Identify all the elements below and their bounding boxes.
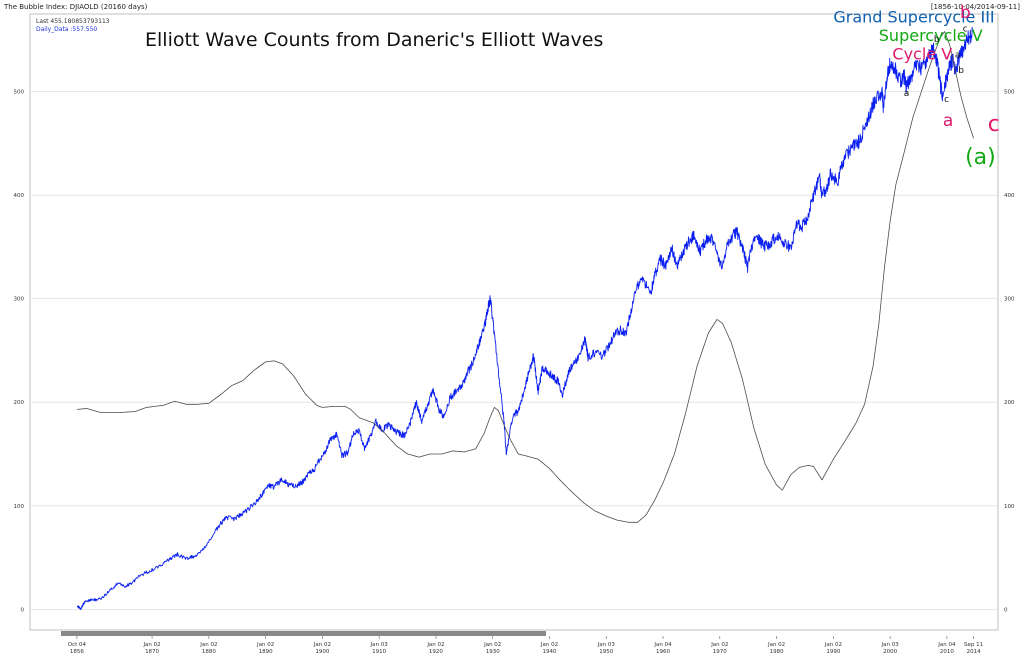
x-tick-label: Jan 04: [937, 642, 956, 648]
x-tick-label: 1920: [429, 649, 443, 655]
y-axis-left: 0 100 200 300 400 500: [14, 90, 25, 614]
x-tick-label: Jan 02: [199, 642, 217, 648]
y-tick-label: 400: [14, 193, 25, 199]
x-tick-label: Jan 02: [483, 642, 501, 648]
x-tick-label: 1930: [486, 649, 500, 655]
wave-label: (a): [965, 145, 996, 170]
y-tick-label: 0: [1004, 607, 1008, 613]
x-tick-label: Jan 02: [824, 642, 842, 648]
x-tick-label: Jan 02: [710, 642, 728, 648]
chart-title: Elliott Wave Counts from Daneric's Ellio…: [145, 29, 603, 51]
y-tick-label: 300: [14, 297, 25, 303]
x-tick-label: 1960: [656, 649, 670, 655]
series-lines: [76, 26, 975, 610]
grid-lines: [30, 91, 998, 610]
x-tick-label: Jan 03: [370, 642, 389, 648]
x-tick-label: 2000: [883, 649, 897, 655]
y-tick-label: 0: [21, 607, 25, 613]
wave-label: c: [988, 112, 1000, 137]
x-tick-label: 2010: [940, 649, 954, 655]
x-tick-label: 1870: [145, 649, 159, 655]
y-tick-label: 200: [14, 400, 25, 406]
x-tick-label: 2014: [967, 649, 981, 655]
plot-frame: [29, 13, 999, 631]
y-tick-label: 100: [14, 504, 25, 510]
x-tick-label: Jan 02: [540, 642, 558, 648]
x-tick-label: 1970: [713, 649, 727, 655]
y-tick-label: 500: [1004, 90, 1015, 96]
bubble-index-line: [77, 31, 974, 523]
time-range-bar: [61, 631, 546, 636]
x-tick-label: 1856: [70, 649, 84, 655]
wave-label: Supercycle V: [879, 26, 983, 45]
wave-label: b: [934, 35, 940, 45]
wave-label: c: [963, 25, 968, 35]
y-tick-label: 300: [1004, 297, 1015, 303]
x-tick-label: 1980: [770, 649, 784, 655]
y-tick-label: 400: [1004, 193, 1015, 199]
x-tick-label: Sep 11: [964, 642, 983, 648]
x-tick-label: 1890: [259, 649, 273, 655]
djiaold-price-line: [76, 26, 975, 610]
x-tick-label: 1990: [826, 649, 840, 655]
x-tick-label: Jan 02: [256, 642, 274, 648]
x-tick-label: 1940: [542, 649, 556, 655]
wave-label: Cycle V: [892, 45, 952, 64]
x-tick-label: 1950: [599, 649, 613, 655]
x-tick-label: Jan 02: [426, 642, 444, 648]
x-tick-label: 1880: [202, 649, 216, 655]
wave-label: Grand Supercycle III: [833, 7, 994, 26]
y-tick-label: 200: [1004, 400, 1015, 406]
wave-label: a: [904, 89, 910, 99]
y-axis-right: 0 100 200 300 400 500: [1004, 90, 1015, 614]
legend-daily-value: Daily_Data :557.550: [36, 26, 97, 33]
wave-label: b: [958, 66, 964, 76]
x-tick-label: Jan 02: [767, 642, 785, 648]
y-tick-label: 100: [1004, 504, 1015, 510]
wave-label: b: [960, 3, 971, 23]
x-tick-label: Jan 04: [653, 642, 672, 648]
wave-label: c: [944, 95, 949, 105]
chart-header-range: [1856-10-04/2014-09-11]: [931, 3, 1020, 11]
x-tick-label: Jan 02: [142, 642, 160, 648]
x-tick-label: Jan 02: [313, 642, 331, 648]
x-tick-label: 1900: [315, 649, 329, 655]
wave-label: a: [955, 50, 961, 60]
x-tick-label: Oct 04: [68, 642, 87, 648]
y-tick-label: 500: [14, 90, 25, 96]
x-tick-label: 1910: [372, 649, 386, 655]
legend-last-value: Last 455.180853793113: [36, 18, 110, 25]
chart-header-title: The Bubble Index: DJIAOLD (20160 days): [3, 3, 148, 11]
x-tick-label: Jan 03: [597, 642, 616, 648]
wave-label: a: [943, 111, 953, 131]
x-tick-label: Jan 03: [881, 642, 900, 648]
